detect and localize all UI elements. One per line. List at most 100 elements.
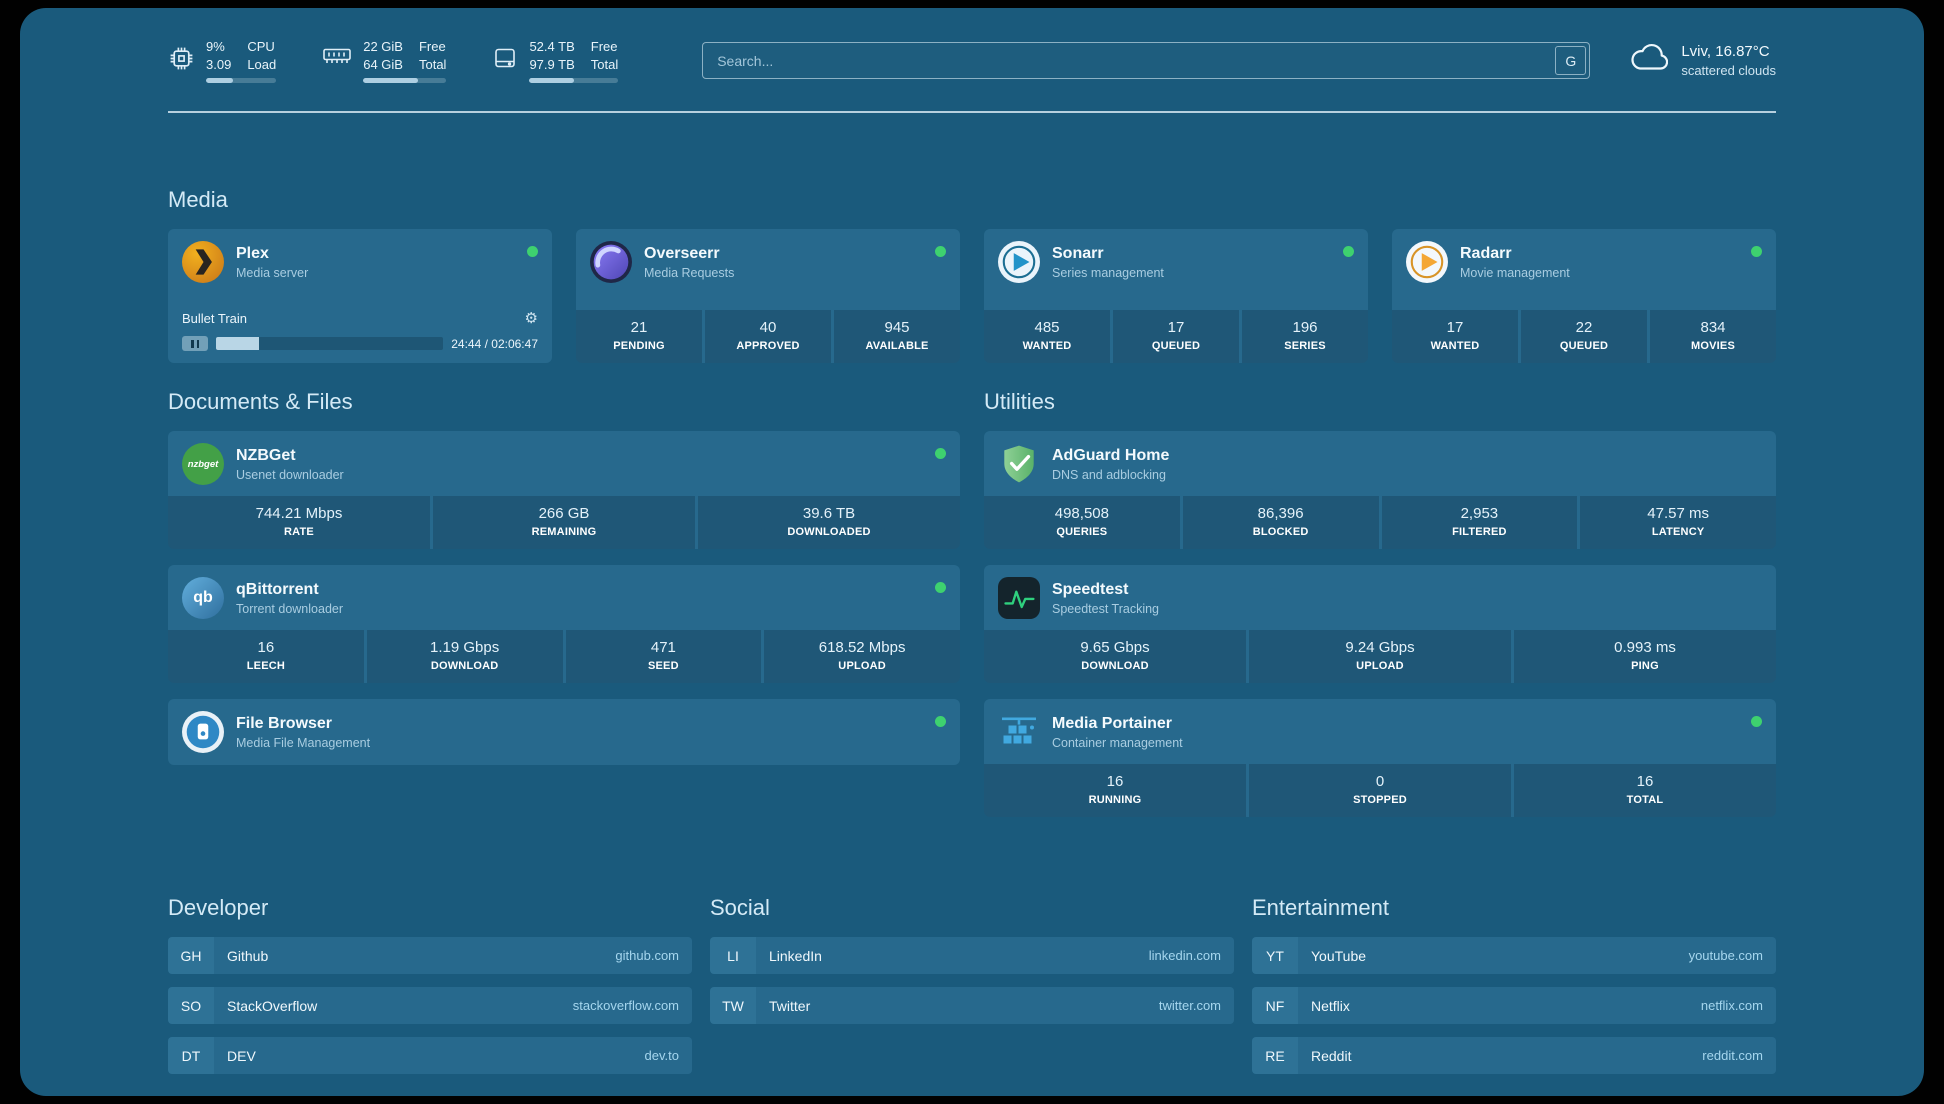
bookmark-name: StackOverflow (227, 997, 318, 1014)
stat-tile: 39.6 TB DOWNLOADED (698, 496, 960, 549)
app-card-plex[interactable]: Plex Media server Bullet Train ⚙ (168, 229, 552, 363)
bookmark-name: DEV (227, 1047, 256, 1064)
stat-tile: 1.19 Gbps DOWNLOAD (366, 630, 563, 683)
app-subtitle: DNS and adblocking (1052, 467, 1166, 482)
section-title-utilities: Utilities (984, 389, 1055, 414)
stat-label: PING (1631, 660, 1659, 672)
app-card-portainer[interactable]: Media Portainer Container management 16 … (984, 699, 1776, 817)
app-card-nzbget[interactable]: nzbget NZBGet Usenet downloader 744.21 M… (168, 431, 960, 549)
app-subtitle: Container management (1052, 735, 1183, 750)
stat-tile: 0 STOPPED (1249, 764, 1511, 817)
top-bar: 9% CPU 3.09 Load (168, 38, 1776, 83)
stat-value: 40 (759, 319, 777, 336)
stat-label: MOVIES (1691, 340, 1735, 352)
bookmark-group-developer: Developer GH Github github.com SO StackO… (168, 895, 692, 1074)
disk-widget: 52.4 TB Free 97.9 TB Total (492, 38, 619, 83)
cpu-widget: 9% CPU 3.09 Load (168, 38, 277, 83)
disk-total-label: Total (590, 57, 619, 72)
bookmark-abbr: LI (710, 937, 756, 974)
now-playing-title: Bullet Train (182, 310, 248, 326)
app-card-sonarr[interactable]: Sonarr Series management 485 WANTED 17 Q… (984, 229, 1368, 363)
section-title-entertainment: Entertainment (1252, 895, 1389, 920)
stat-value: 39.6 TB (802, 505, 856, 522)
stat-tile: 266 GB REMAINING (433, 496, 695, 549)
plex-icon (182, 241, 224, 283)
app-card-overseerr[interactable]: Overseerr Media Requests 21 PENDING 40 A… (576, 229, 960, 363)
speedtest-icon (998, 577, 1040, 619)
stat-tile: 17 QUEUED (1113, 310, 1239, 363)
nzbget-icon-text: nzbget (187, 458, 219, 470)
bookmark-name: Reddit (1311, 1047, 1352, 1064)
app-card-radarr[interactable]: Radarr Movie management 17 WANTED 22 QUE… (1392, 229, 1776, 363)
sonarr-icon (998, 241, 1040, 283)
stat-value: 834 (1700, 319, 1726, 336)
bookmark-reddit[interactable]: RE Reddit reddit.com (1252, 1037, 1776, 1074)
bookmark-github[interactable]: GH Github github.com (168, 937, 692, 974)
cpu-progress-bar (206, 78, 277, 83)
filebrowser-icon (182, 711, 224, 753)
stat-tile: 21 PENDING (576, 310, 702, 363)
app-card-qbittorrent[interactable]: qb qBittorrent Torrent downloader 16 (168, 565, 960, 683)
stat-label: DOWNLOAD (1081, 660, 1149, 672)
stat-value: 16 (1106, 773, 1124, 790)
playback-time: 24:44 / 02:06:47 (451, 336, 538, 351)
stat-value: 16 (257, 639, 275, 656)
cpu-loadavg-value: 3.09 (206, 57, 232, 72)
stat-label: QUEUED (1559, 340, 1609, 352)
stat-label: SERIES (1284, 340, 1326, 352)
section-title-developer: Developer (168, 895, 269, 920)
dashboard-screen: 9% CPU 3.09 Load (20, 8, 1924, 1096)
header-divider (168, 111, 1776, 113)
app-name: Overseerr (644, 244, 720, 262)
bookmark-linkedin[interactable]: LI LinkedIn linkedin.com (710, 937, 1234, 974)
bookmark-url: reddit.com (1702, 1048, 1763, 1063)
cpu-load-label: Load (247, 57, 277, 72)
app-card-speedtest[interactable]: Speedtest Speedtest Tracking 9.65 Gbps D… (984, 565, 1776, 683)
status-dot (935, 716, 946, 727)
search-bar: G (702, 42, 1591, 79)
stat-label: TOTAL (1626, 794, 1664, 806)
app-name: Plex (236, 244, 269, 262)
app-subtitle: Movie management (1460, 265, 1570, 280)
bookmark-netflix[interactable]: NF Netflix netflix.com (1252, 987, 1776, 1024)
stat-label: UPLOAD (838, 660, 886, 672)
nzbget-icon: nzbget (182, 443, 224, 485)
gear-icon[interactable]: ⚙ (524, 310, 538, 327)
app-card-adguard[interactable]: AdGuard Home DNS and adblocking 498,508 … (984, 431, 1776, 549)
stat-label: FILTERED (1452, 526, 1507, 538)
bookmark-twitter[interactable]: TW Twitter twitter.com (710, 987, 1234, 1024)
status-dot (935, 246, 946, 257)
playback-progress-bar[interactable] (216, 337, 444, 350)
bookmark-group-social: Social LI LinkedIn linkedin.com TW Twitt… (710, 895, 1234, 1024)
bookmark-dev[interactable]: DT DEV dev.to (168, 1037, 692, 1074)
disk-free-value: 52.4 TB (529, 39, 575, 54)
bookmark-url: stackoverflow.com (572, 998, 679, 1013)
section-title-social: Social (710, 895, 770, 920)
stat-label: RUNNING (1088, 794, 1142, 806)
stat-value: 16 (1636, 773, 1654, 790)
bookmark-name: YouTube (1311, 947, 1367, 964)
bookmark-url: github.com (615, 948, 679, 963)
disk-progress-bar (529, 78, 619, 83)
app-card-filebrowser[interactable]: File Browser Media File Management (168, 699, 960, 765)
stat-tile: 0.993 ms PING (1514, 630, 1776, 683)
bookmark-stackoverflow[interactable]: SO StackOverflow stackoverflow.com (168, 987, 692, 1024)
status-dot (1751, 716, 1762, 727)
bookmark-youtube[interactable]: YT YouTube youtube.com (1252, 937, 1776, 974)
stat-value: 196 (1292, 319, 1318, 336)
stat-value: 17 (1446, 319, 1464, 336)
pause-button[interactable] (182, 336, 208, 351)
bookmark-abbr: GH (168, 937, 214, 974)
stat-value: 86,396 (1257, 505, 1304, 522)
stat-tile: 471 SEED (565, 630, 762, 683)
stat-value: 17 (1167, 319, 1185, 336)
status-dot (1343, 246, 1354, 257)
search-input[interactable] (703, 52, 1556, 69)
weather-widget: Lviv, 16.87°C scattered clouds (1628, 43, 1776, 78)
stat-label: REMAINING (531, 526, 597, 538)
status-dot (527, 246, 538, 257)
section-utilities: Utilities (984, 389, 1776, 817)
ram-widget: 22 GiB Free 64 GiB Total (322, 38, 447, 83)
bookmark-abbr: TW (710, 987, 756, 1024)
stat-tile: 47.57 ms LATENCY (1580, 496, 1776, 549)
